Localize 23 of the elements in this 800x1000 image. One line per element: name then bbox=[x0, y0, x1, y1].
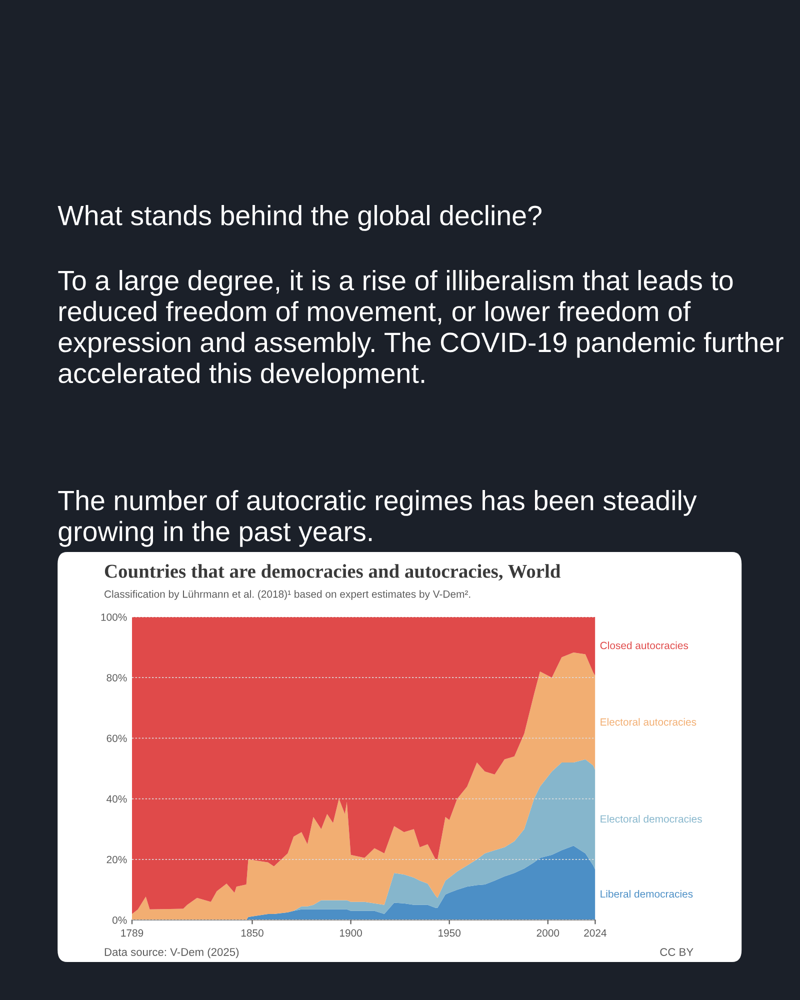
x-tick-label: 2000 bbox=[536, 929, 560, 937]
y-tick-label: 80% bbox=[106, 674, 127, 682]
y-tick-label: 60% bbox=[106, 734, 127, 742]
chart-subtitle: Classification by Lührmann et al. (2018)¹ based on expert estimates by V-Dem². bbox=[104, 590, 470, 600]
chart-title: Countries that are democracies and autocracies, World bbox=[104, 564, 561, 581]
x-tick-label: 2024 bbox=[584, 929, 606, 937]
text: The number of autocratic regimes has been steadily growing in the past years. bbox=[58, 490, 697, 547]
x-tick-label: 1950 bbox=[438, 929, 461, 937]
series-label: Electoral autocracies bbox=[600, 718, 696, 726]
series-label: Closed autocracies bbox=[600, 642, 688, 650]
y-tick-label: 40% bbox=[106, 795, 127, 803]
x-tick-label: 1850 bbox=[241, 929, 264, 937]
x-tick-label: 1789 bbox=[121, 929, 144, 937]
series-label: Liberal democracies bbox=[600, 890, 693, 898]
source-note: Data source: V-Dem (2025) bbox=[104, 948, 239, 958]
text: What stands behind the global decline? bbox=[58, 205, 542, 231]
x-tick-label: 1900 bbox=[340, 929, 362, 937]
y-tick-label: 100% bbox=[101, 614, 127, 621]
y-tick-label: 20% bbox=[106, 856, 127, 864]
text: CC BY bbox=[660, 948, 694, 956]
text: To a large degree, it is a rise of illiberalism that leads to reduced freedom of movement, or lower freedom of expression and assembly. The COVID-19 pandemic further accelerated this development. bbox=[58, 270, 784, 389]
series-label: Electoral democracies bbox=[600, 815, 702, 823]
y-tick-label: 0% bbox=[112, 916, 127, 924]
